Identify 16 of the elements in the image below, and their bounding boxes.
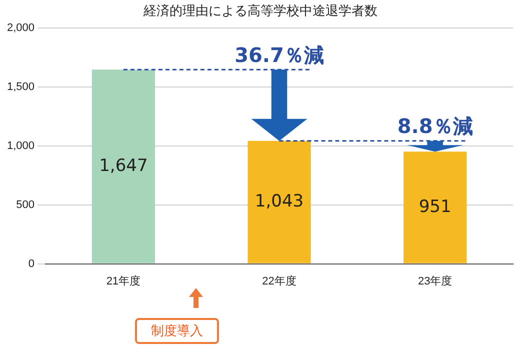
text: 制度導入 — [135, 318, 219, 344]
annotation: 36.7％減 — [234, 42, 324, 67]
data-label: 1,043 — [254, 192, 304, 212]
y-tick-label: 500 — [16, 198, 35, 211]
data-label: 951 — [418, 197, 452, 218]
x-tick-label: 21年度 — [106, 274, 141, 288]
annotation: 8.8％減 — [397, 114, 473, 138]
y-tick-label: 1,500 — [6, 80, 35, 93]
x-tick-label: 22年度 — [262, 274, 296, 288]
bar — [92, 70, 155, 264]
x-tick-label: 23年度 — [418, 274, 452, 288]
y-tick-label: 0 — [28, 258, 35, 270]
data-label: 1,647 — [99, 156, 148, 176]
y-tick-label: 2,000 — [6, 22, 35, 34]
chart-title: 経済的理由による高等学校中途退学者数 — [142, 3, 378, 20]
y-tick-label: 1,000 — [6, 140, 35, 152]
